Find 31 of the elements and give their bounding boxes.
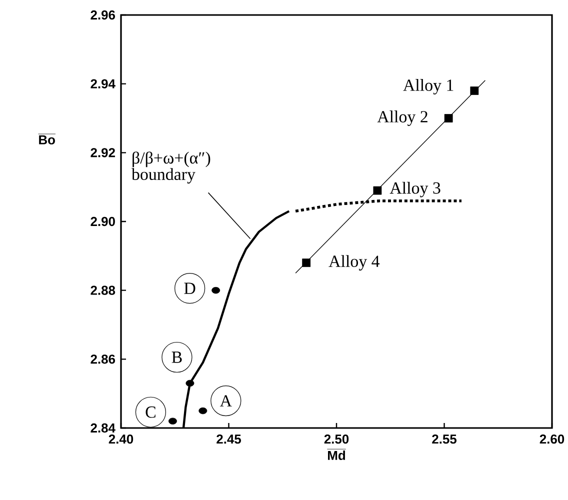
y-tick-label: 2.94 [90,79,116,88]
x-tick-label: 2.45 [216,434,241,444]
y-tick-label: 2.88 [90,286,116,295]
annotation: Alloy 2 [377,110,428,126]
annotation: D [184,282,196,294]
annotation: C [146,406,156,418]
annotation: Alloy 4 [328,255,380,270]
y-tick-label: 2.92 [90,148,115,158]
x-axis-title: Md [328,450,346,460]
point [198,407,208,414]
x-tick-label: 2.50 [324,434,349,444]
x-tick-label: 2.60 [540,434,564,444]
y-tick-label: 2.84 [90,423,116,433]
annotation: β/β+ω+(α″) boundary [132,152,210,184]
annotation: Alloy 1 [403,79,454,94]
point [212,286,220,294]
point [444,114,453,122]
point [373,186,382,195]
annotation: A [220,395,232,406]
annotation: Alloy 3 [390,182,440,198]
point [186,380,194,387]
x-tick-label: 2.55 [432,434,456,444]
point [302,258,311,267]
y-axis-title: Bo [39,135,55,144]
annotation: B [172,352,182,363]
point [168,418,177,424]
y-tick-label: 2.86 [90,354,116,364]
y-tick-label: 2.90 [90,216,115,226]
x-tick-label: 2.40 [108,434,134,444]
point [470,86,479,95]
y-tick-label: 2.96 [90,10,116,20]
